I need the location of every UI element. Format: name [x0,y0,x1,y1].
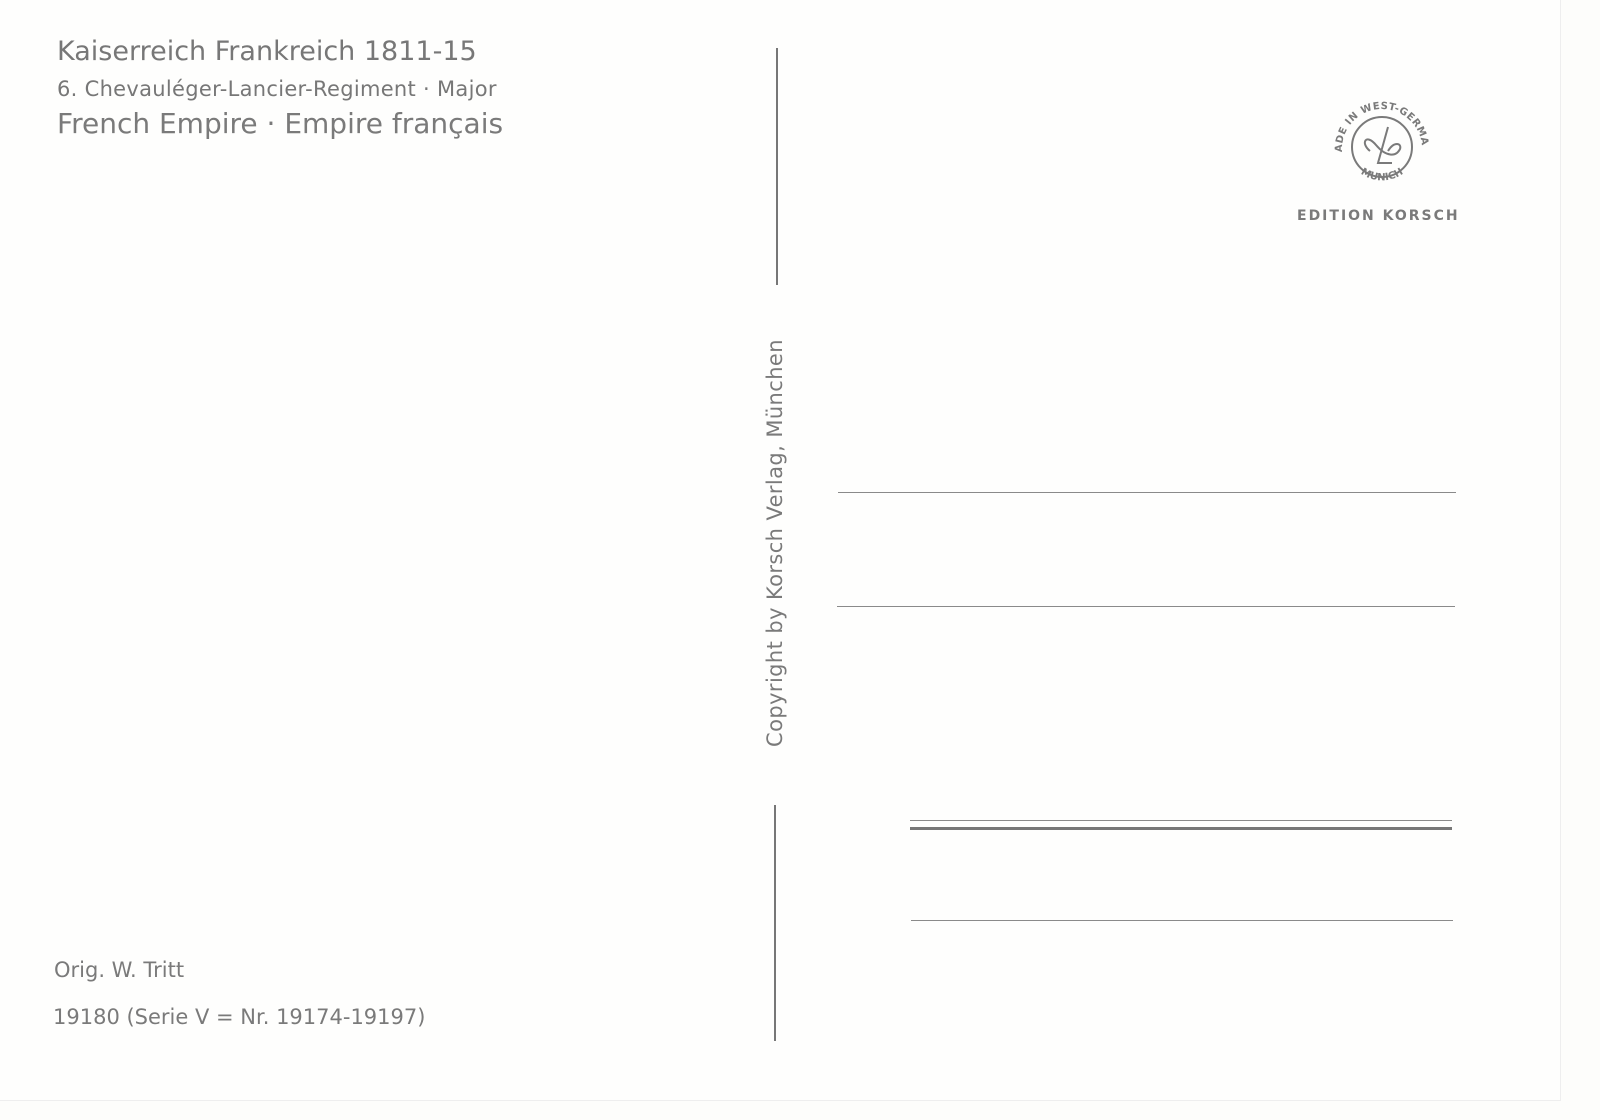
card-subtitle: 6. Chevauléger-Lancier-Regiment · Major [57,77,497,101]
address-line-1 [838,492,1456,493]
address-line-2 [837,606,1455,607]
address-line-4 [911,920,1453,921]
artist-credit: Orig. W. Tritt [54,958,185,982]
empire-caption: French Empire · Empire français [57,107,504,140]
publisher-logo-icon: MADE IN WEST-GERMANY MUNICH [1330,93,1430,184]
card-title: Kaiserreich Frankreich 1811-15 [57,36,477,67]
svg-text:MADE IN WEST-GERMANY: MADE IN WEST-GERMANY [1330,93,1430,152]
serial-number: 19180 (Serie V = Nr. 19174-19197) [53,1005,426,1029]
svg-text:MUNICH: MUNICH [1359,167,1405,184]
address-line-3-underline [910,827,1452,830]
copyright-text: Copyright by Korsch Verlag, München [763,339,787,747]
divider-line-bottom [774,805,776,1041]
address-line-3 [910,820,1452,821]
divider-line-top [776,48,778,285]
postcard-back: Kaiserreich Frankreich 1811-15 6. Chevau… [0,0,1561,1101]
publisher-brand: EDITION KORSCH [1297,208,1460,224]
